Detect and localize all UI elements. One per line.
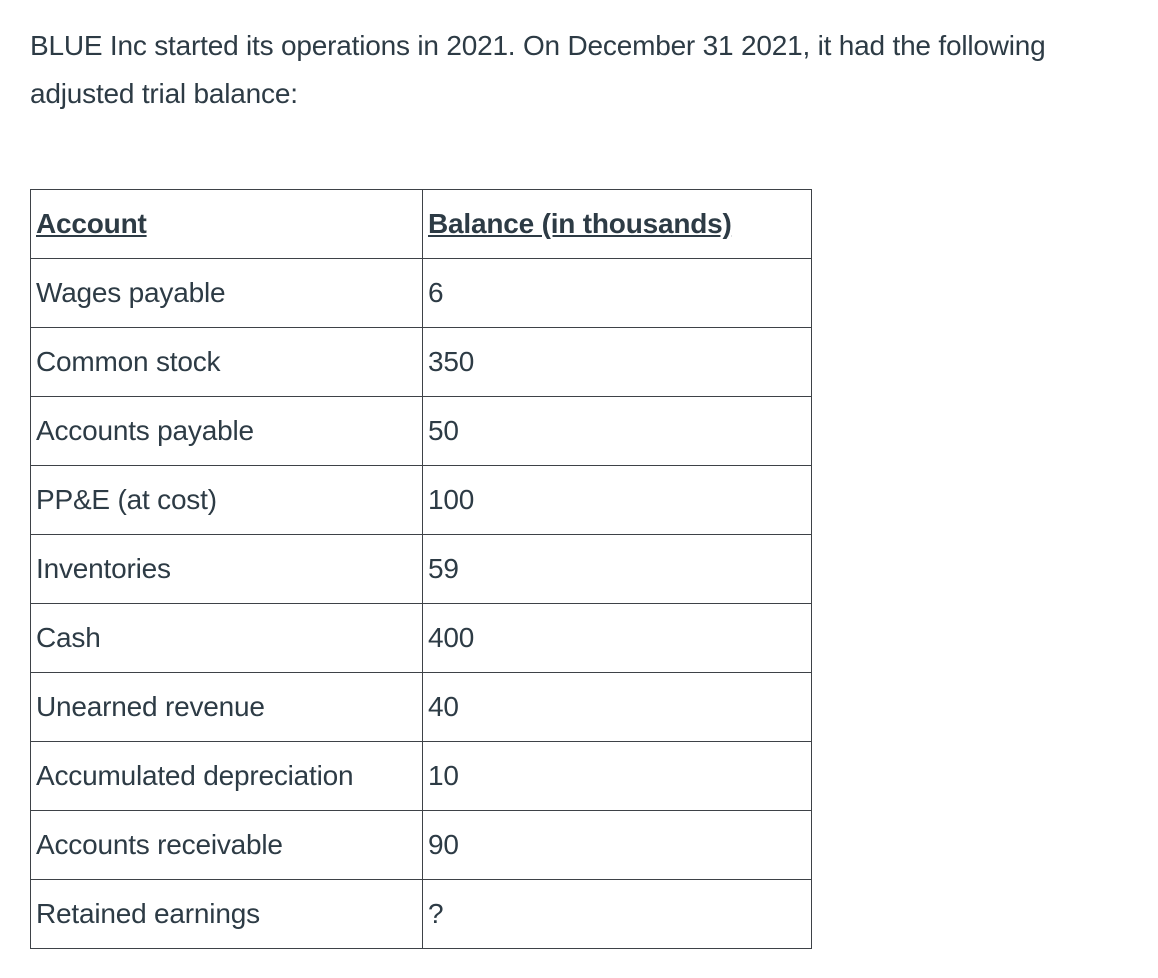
account-cell: Retained earnings xyxy=(30,879,423,949)
table-row: Wages payable 6 xyxy=(30,258,812,328)
intro-paragraph: BLUE Inc started its operations in 2021.… xyxy=(30,30,1046,109)
table-row: Cash 400 xyxy=(30,603,812,673)
balance-cell: ? xyxy=(422,879,812,949)
account-cell: Accounts receivable xyxy=(30,810,423,880)
table-body: Wages payable 6 Common stock 350 Accounts pa… xyxy=(30,258,812,949)
account-cell: Unearned revenue xyxy=(30,672,423,742)
account-cell: Wages payable xyxy=(30,258,423,328)
balance-column-header: Balance (in thousands) xyxy=(422,189,812,259)
balance-cell: 350 xyxy=(422,327,812,397)
trial-balance-table: Account Balance (in thousands) Wages pay… xyxy=(30,189,812,949)
account-column-header: Account xyxy=(30,189,423,259)
account-cell: Cash xyxy=(30,603,423,673)
balance-cell: 90 xyxy=(422,810,812,880)
table-row: Retained earnings? xyxy=(30,879,812,949)
account-cell: Inventories xyxy=(30,534,423,604)
balance-cell: 400 xyxy=(422,603,812,673)
balance-cell: 59 xyxy=(422,534,812,604)
balance-cell: 40 xyxy=(422,672,812,742)
table-header-row: Account Balance (in thousands) xyxy=(30,189,812,259)
table-row: Accounts payable 50 xyxy=(30,396,812,466)
account-cell: Common stock xyxy=(30,327,423,397)
table-row: Inventories 59 xyxy=(30,534,812,604)
account-cell: Accumulated depreciation xyxy=(30,741,423,811)
account-cell: PP&E (at cost) xyxy=(30,465,423,535)
balance-cell: 10 xyxy=(422,741,812,811)
table-row: Common stock 350 xyxy=(30,327,812,397)
question-page: BLUE Inc started its operations in 2021.… xyxy=(30,30,1046,949)
balance-cell: 6 xyxy=(422,258,812,328)
table-row: Accumulated depreciation 10 xyxy=(30,741,812,811)
table-row: Accounts receivable 90 xyxy=(30,810,812,880)
balance-cell: 50 xyxy=(422,396,812,466)
table-row: PP&E (at cost) 100 xyxy=(30,465,812,535)
table-header: Account Balance (in thousands) xyxy=(30,189,812,259)
account-cell: Accounts payable xyxy=(30,396,423,466)
table-row: Unearned revenue 40 xyxy=(30,672,812,742)
balance-cell: 100 xyxy=(422,465,812,535)
